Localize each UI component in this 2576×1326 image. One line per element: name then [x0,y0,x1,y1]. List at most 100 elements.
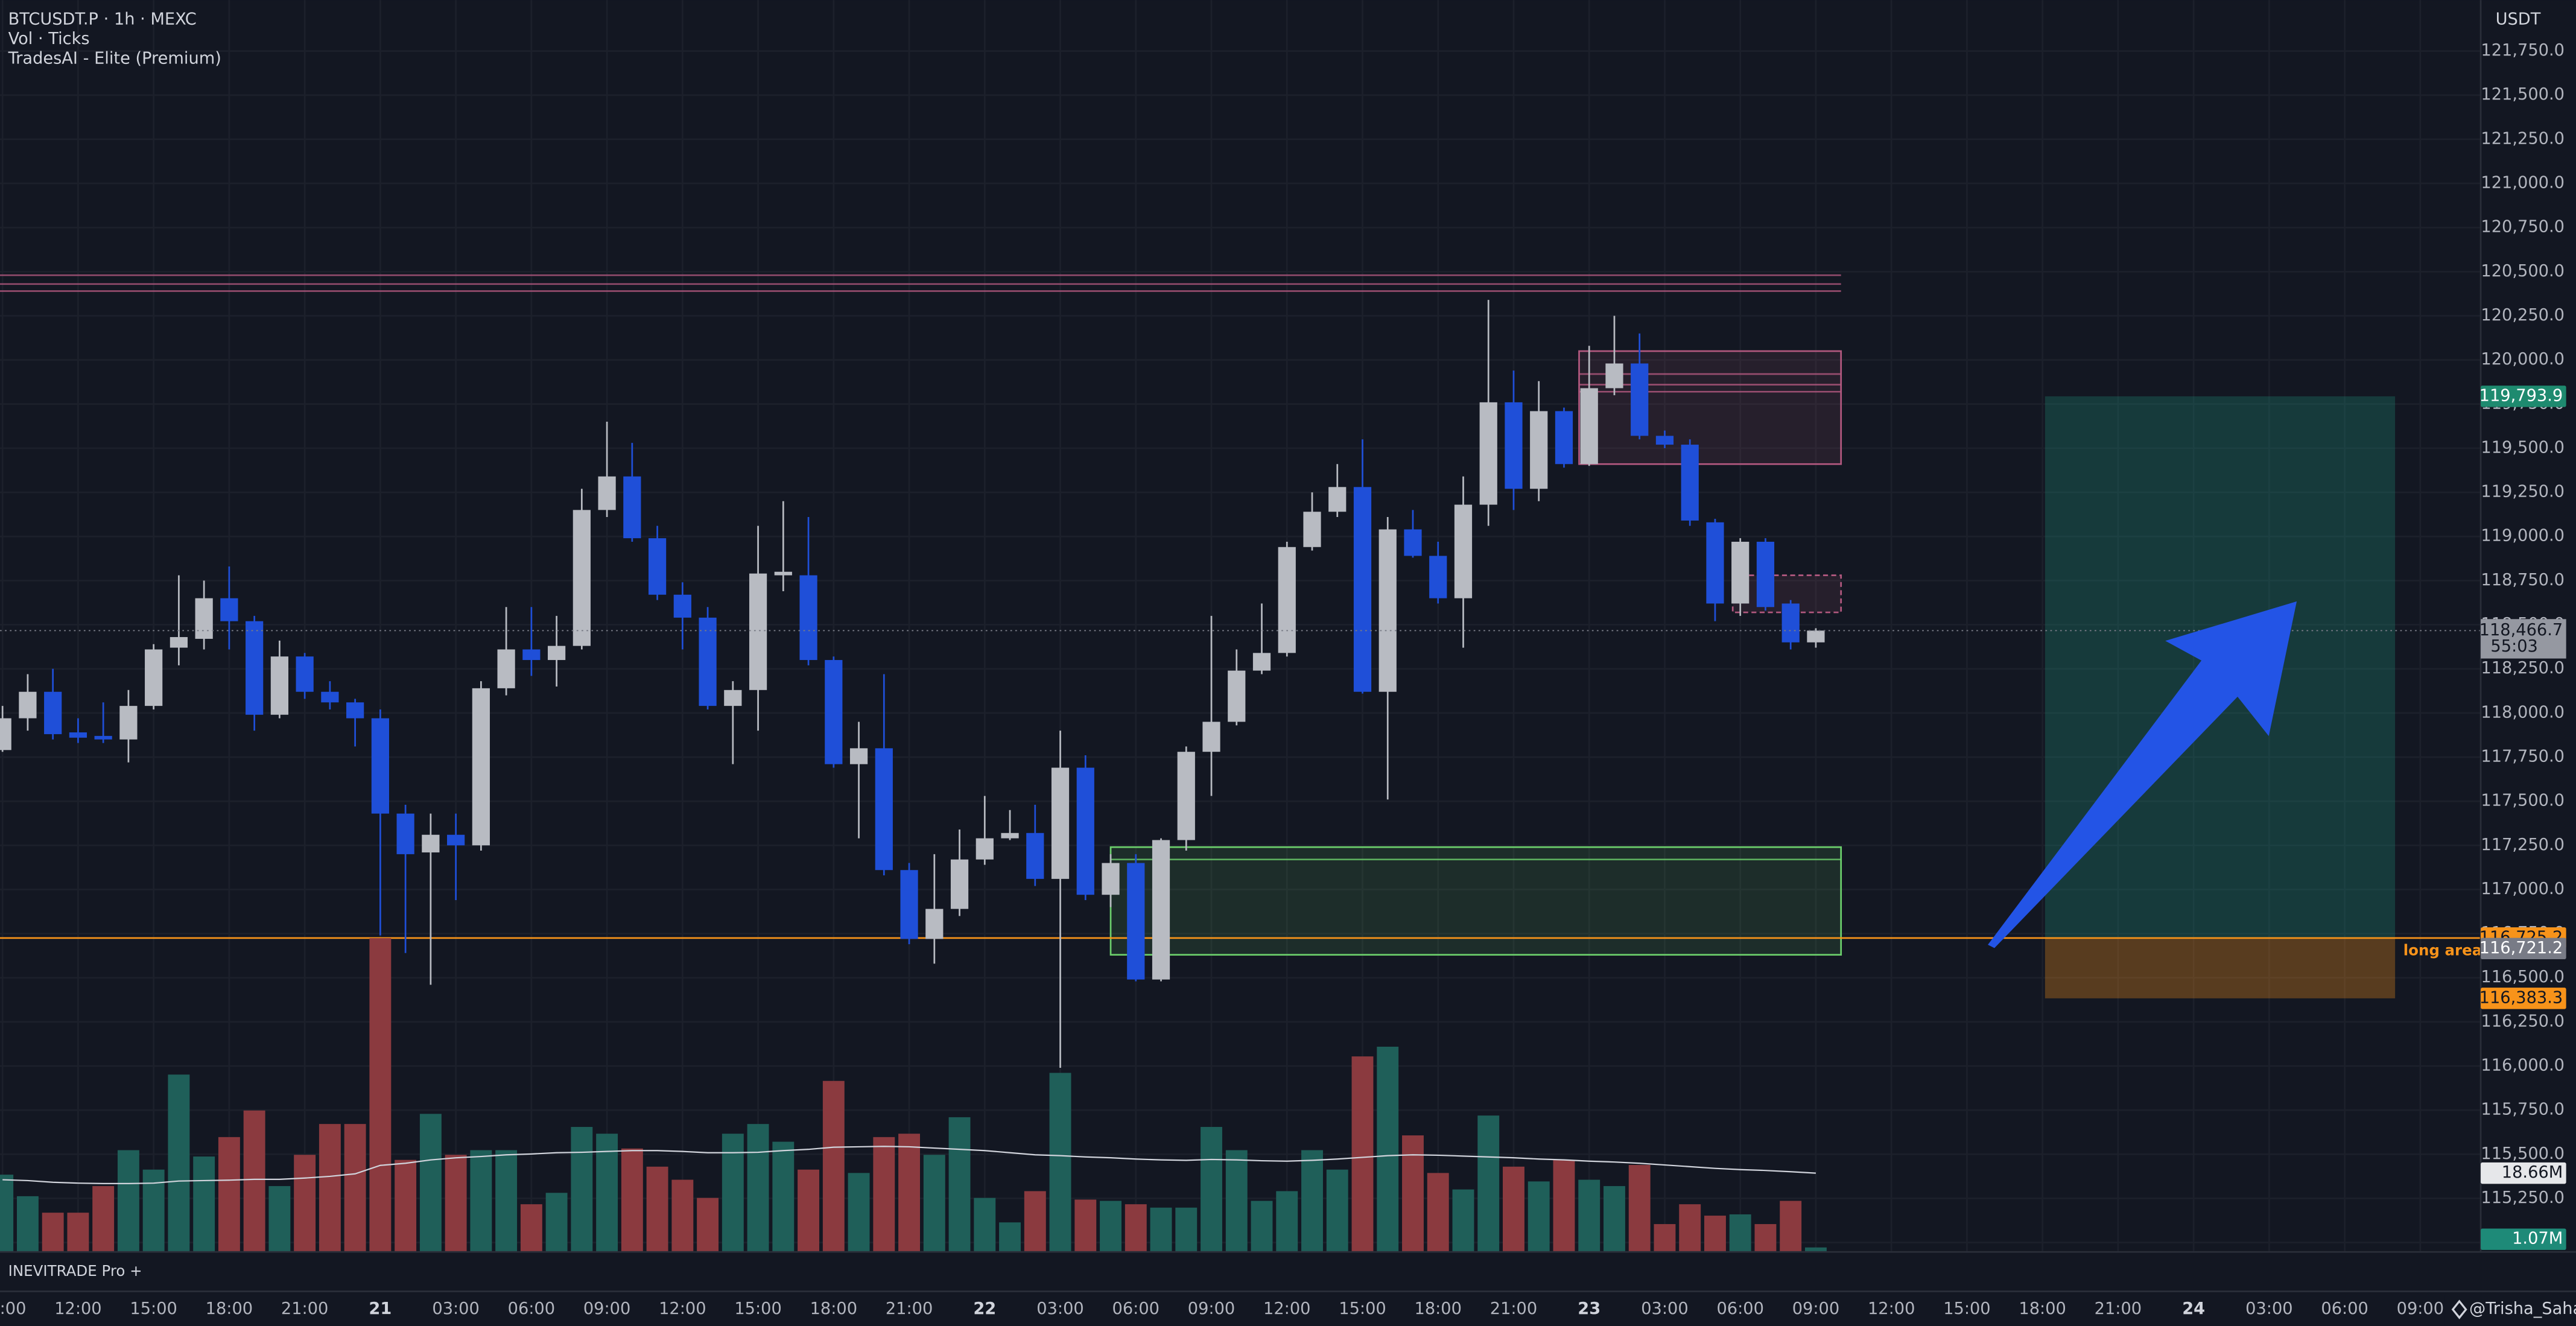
y-tick-label: 121,250.0 [2481,129,2565,148]
candle-body [497,649,515,688]
volume-bar [1477,1115,1500,1252]
x-tick-label: 12:00 [1868,1299,1915,1318]
y-tick-label: 119,500.0 [2481,438,2565,457]
x-tick-label: 03:00 [2245,1299,2292,1318]
candle-body [774,571,792,576]
last-price-label: 118,466.7 [2479,621,2563,639]
candle-body [673,594,691,618]
candle-body [1102,863,1120,895]
volume-bar [218,1137,240,1252]
x-tick-label: 15:00 [734,1299,781,1318]
currency-label: USDT [2496,10,2541,28]
x-tick-label: 21:00 [886,1299,933,1318]
candle-body [19,691,37,719]
candle-body [170,637,188,648]
x-tick-label: 21:00 [1490,1299,1537,1318]
x-tick-label: 09:00 [2397,1299,2444,1318]
volume-bar [545,1193,568,1252]
candle-body [1076,767,1094,895]
x-tick-label: 18:00 [810,1299,857,1318]
volume-bar [1679,1204,1701,1252]
candle-body [1605,363,1623,389]
volume-bar [1754,1224,1777,1252]
volume-bar [1780,1201,1802,1252]
volume-bar [1074,1199,1097,1252]
candle-body [94,735,112,740]
volume-bar [0,1175,14,1252]
candle-body [1631,363,1649,436]
candle-body [1706,522,1724,604]
volume-bar [974,1198,996,1252]
candle-body [799,575,817,661]
volume-bar [1125,1204,1147,1252]
volume-bar [1276,1191,1298,1252]
volume-bar [1604,1186,1625,1252]
mark-price-badge-label: 116,721.2 [2479,939,2563,957]
candle-body [976,838,994,860]
candle-body [270,656,289,715]
volume-badge [2481,1228,2566,1250]
y-tick-label: 120,750.0 [2481,218,2565,236]
volume-bar [948,1117,971,1252]
volume-bar [1528,1181,1550,1252]
author-label: @Trisha_Saha [2469,1299,2576,1318]
volume-bar [999,1222,1021,1252]
candle-body [623,476,641,539]
candle-body [1530,411,1548,489]
candle-body [1177,752,1195,840]
y-tick-label: 120,000.0 [2481,350,2565,369]
x-tick-label: 24 [2182,1299,2205,1318]
x-tick-label: 09:00 [0,1299,26,1318]
volume-bar [42,1213,64,1252]
volume-bar [193,1156,215,1252]
volume-bar [873,1137,895,1252]
candle-body [950,859,969,909]
volume-bar [1351,1056,1374,1252]
candle-body [749,573,767,690]
long-area-label: long area [2403,942,2482,959]
candle-body [119,706,138,740]
volume-bar [92,1186,115,1252]
candle-body [1731,542,1750,604]
volume-bar [621,1148,643,1252]
candle-body [522,649,541,661]
volume-bar [798,1169,820,1252]
volume-bar [1049,1073,1071,1252]
x-tick-label: 03:00 [1641,1299,1688,1318]
candle-body [1580,388,1598,465]
x-tick-label: 03:00 [432,1299,479,1318]
candle-body [69,732,87,738]
candle-body [648,538,667,595]
x-tick-label: 12:00 [54,1299,101,1318]
candle-body [1127,863,1145,980]
indicator-label: TradesAI - Elite (Premium) [8,49,221,68]
volume-bar [1175,1207,1198,1252]
candle-body [447,834,465,846]
y-tick-label: 116,500.0 [2481,968,2565,986]
y-tick-label: 119,000.0 [2481,527,2565,545]
volume-bar [67,1213,89,1252]
candle-body [900,870,918,939]
volume-bar [1402,1135,1424,1252]
target-badge-label: 119,793.9 [2479,386,2563,405]
x-tick-label: 15:00 [130,1299,177,1318]
candle-body [1756,542,1775,607]
candle-body [472,688,490,846]
candle-body [296,656,314,692]
volume-bar [1654,1224,1676,1252]
volume-bar [1804,1247,1827,1252]
x-tick-label: 06:00 [508,1299,555,1318]
volume-bar [747,1124,769,1252]
candle-body [1278,547,1296,653]
volume-bar [596,1134,618,1252]
x-tick-label: 18:00 [2019,1299,2066,1318]
y-tick-label: 118,250.0 [2481,659,2565,677]
volume-bar [646,1166,668,1252]
volume-bar [1553,1159,1575,1252]
volume-bar [1503,1166,1524,1252]
y-tick-label: 121,500.0 [2481,85,2565,104]
x-tick-label: 21 [369,1299,392,1318]
volume-bar [243,1110,265,1252]
